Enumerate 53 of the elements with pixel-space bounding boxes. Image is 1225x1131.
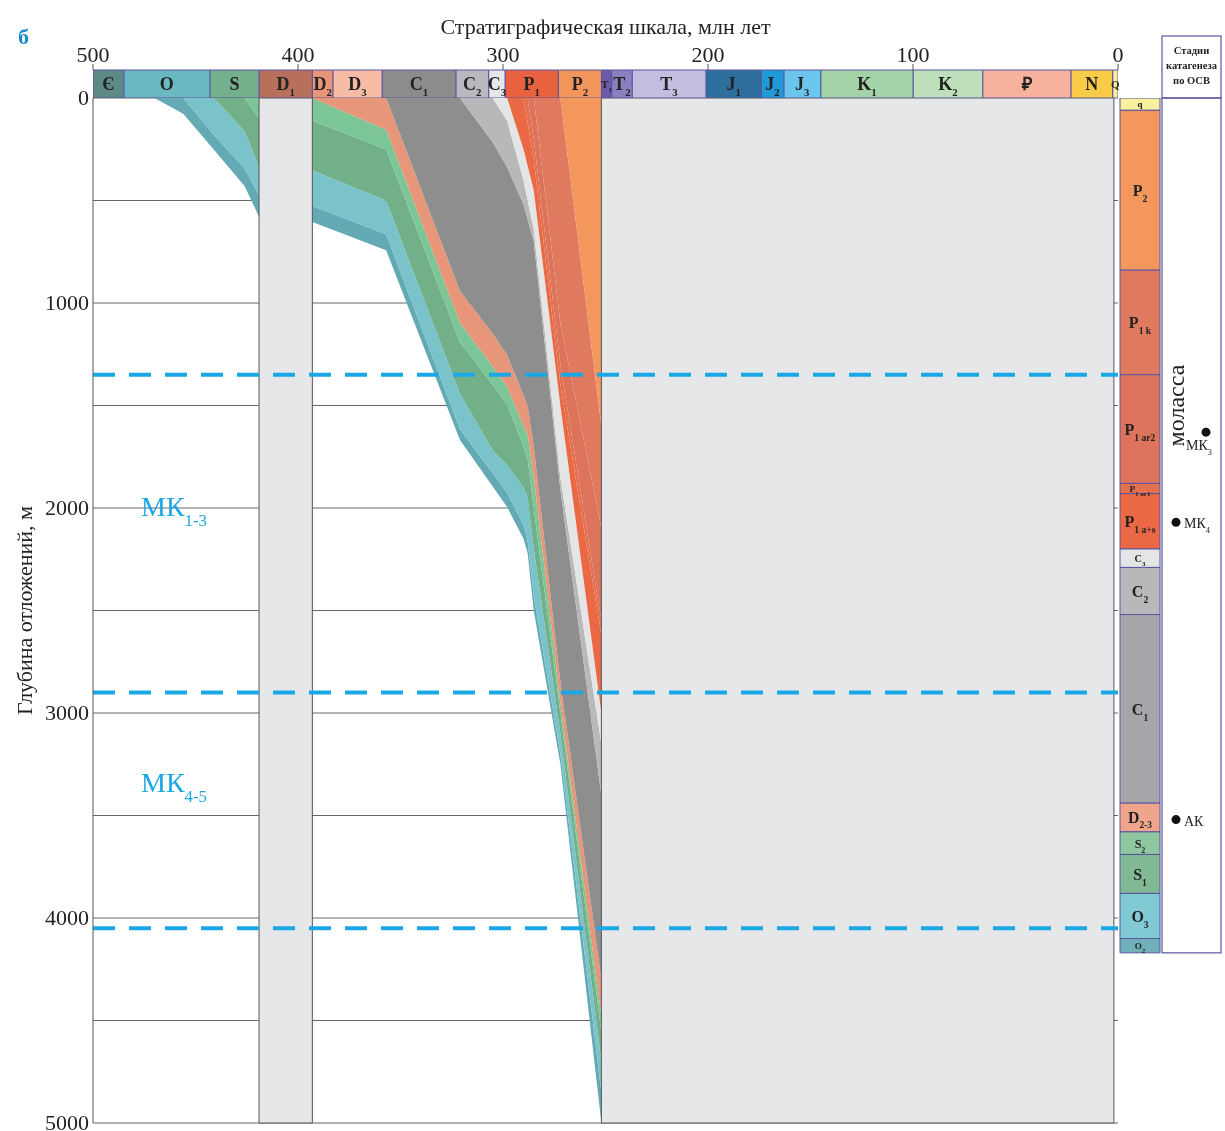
series-label: N [1085, 74, 1099, 95]
series-label: Є [102, 74, 115, 95]
series-label: S [229, 74, 240, 95]
series-label: C$_{3}$ [1134, 552, 1146, 568]
series-label: P$_{2}$ [1132, 181, 1148, 204]
series-label: D$_{2}$ [313, 74, 332, 99]
series-label: ₽ [1020, 74, 1033, 95]
series-label: P$_{1 k}$ [1128, 314, 1152, 336]
x-axis-title: Стратиграфическая шкала, млн лет [440, 14, 771, 39]
series-label: P$_{1 ar2}$ [1124, 420, 1156, 443]
series-label: O$_{3}$ [1131, 907, 1149, 930]
series-label: J$_{2}$ [765, 74, 780, 99]
series-label: K$_{1}$ [857, 74, 877, 99]
y-tick-label: 2000 [45, 495, 89, 520]
series-label: O [159, 74, 174, 95]
series-label: D$_{3}$ [348, 74, 368, 99]
series-label: D$_{2-3}$ [1127, 809, 1153, 831]
x-tick-label: 300 [486, 42, 520, 67]
series-label: T$_{2}$ [613, 74, 631, 99]
series-label: C$_{2}$ [463, 74, 482, 99]
series-label: T$_{1}$ [601, 77, 613, 94]
y-axis-title: Глубина отложений, м [12, 505, 37, 715]
series-label: T$_{3}$ [660, 74, 679, 99]
series-label: S$_{1}$ [1133, 865, 1148, 888]
y-tick-label: 4000 [45, 905, 89, 930]
x-tick-label: 100 [896, 42, 930, 67]
x-tick-label: 0 [1112, 42, 1124, 67]
series-label: K$_{2}$ [938, 74, 958, 99]
x-tick-label: 400 [281, 42, 315, 67]
text: МК$_{4}$ [1184, 516, 1211, 535]
series-label: P$_{1}$ [523, 74, 540, 99]
x-tick-label: 500 [76, 42, 110, 67]
series-label: P$_{2}$ [571, 74, 589, 99]
text: Стадии катагенеза по ОСВ [1166, 45, 1218, 86]
x-tick-label: 200 [691, 42, 725, 67]
text: б [18, 24, 29, 49]
series-label: S$_{2}$ [1134, 836, 1146, 855]
y-tick-label: 5000 [45, 1110, 89, 1131]
series-label: C$_{1}$ [409, 74, 429, 99]
series-label: D$_{1}$ [276, 74, 295, 99]
y-tick-label: 3000 [45, 700, 89, 725]
text: АК [1184, 813, 1205, 829]
y-tick-label: 1000 [45, 290, 89, 315]
annotation: МК$_{4-5}$ [141, 767, 207, 806]
series-label: C$_{1}$ [1131, 700, 1149, 722]
series-label: C$_{2}$ [1131, 582, 1149, 605]
series-label: O$_{2}$ [1134, 940, 1146, 955]
series-label: J$_{1}$ [726, 74, 741, 99]
series-label: q [1137, 99, 1143, 110]
annotation: МК$_{1-3}$ [141, 490, 207, 530]
y-tick-label: 0 [78, 85, 89, 110]
series-label: P$_{1 a+s}$ [1124, 512, 1156, 535]
series-label: J$_{3}$ [795, 74, 811, 99]
